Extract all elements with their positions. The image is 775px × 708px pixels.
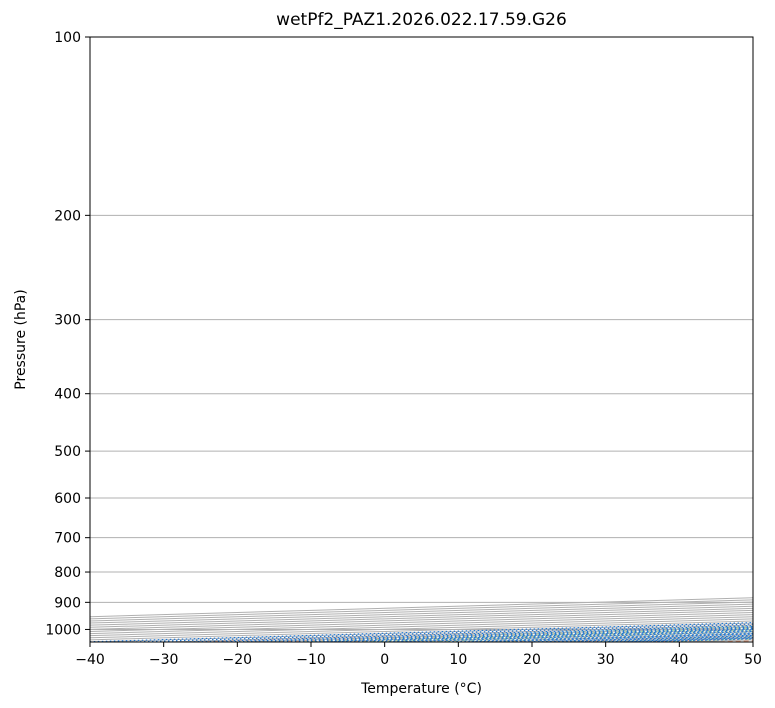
y-tick-label: 900: [54, 595, 81, 611]
chart-line-labels: 0.10.20.40.611.52346810131620253036-100-…: [0, 0, 775, 637]
mixing-ratio-line: [572, 636, 753, 642]
x-tick-label: 0: [380, 652, 389, 668]
isotherm-line: [384, 630, 753, 642]
x-axis-label: Temperature (°C): [360, 681, 482, 697]
y-tick-label: 600: [54, 491, 81, 507]
isotherm-line: [90, 603, 753, 624]
x-tick-label: −20: [223, 652, 253, 668]
moist-adiabat-line: [590, 636, 753, 642]
isotherm-line: [90, 607, 753, 628]
theta-label: 30: [0, 0, 8, 3]
isotherm-line: [90, 614, 753, 635]
isotherm-line: [90, 616, 753, 637]
dry-adiabat-line: [188, 624, 753, 642]
y-tick-label: 200: [54, 208, 81, 224]
y-axis-label: Pressure (hPa): [13, 289, 29, 389]
mixing-ratio-line: [131, 623, 753, 642]
isotherm-line: [605, 637, 753, 642]
isotherm-line: [679, 639, 753, 642]
y-tick-label: 500: [54, 444, 81, 460]
moist-adiabat-line: [531, 634, 753, 642]
y-tick-label: 400: [54, 387, 81, 403]
theta-label: 40: [0, 0, 8, 3]
x-tick-label: 50: [744, 652, 762, 668]
isotherm-line: [531, 635, 753, 642]
isotherm-line: [90, 612, 753, 632]
moist-adiabat-line: [355, 629, 753, 642]
isotherm-line: [90, 609, 753, 630]
chart-axes: −40 −30 −20 −10 0 10 20 30 40 50 100 200 300 400 500 60…: [45, 30, 762, 668]
isotherm-line: [90, 599, 753, 620]
plot-frame: [89, 36, 754, 643]
moist-adiabat-line: [237, 625, 753, 642]
moist-adiabat-line: [649, 638, 753, 642]
moist-adiabat-line: [473, 633, 753, 642]
isotherm-line: [237, 626, 753, 642]
y-tick-label: 700: [54, 531, 81, 547]
mixing-ratio-line: [599, 636, 753, 642]
isotherm-line: [90, 620, 753, 641]
y-tick-label: 1000: [45, 622, 81, 638]
x-tick-label: −30: [149, 652, 179, 668]
isotherm-line: [752, 641, 753, 642]
isotherm-line: [310, 628, 753, 642]
x-tick-label: −10: [296, 652, 326, 668]
dry-adiabat-line: [412, 631, 753, 642]
isotherm-line: [458, 633, 753, 642]
y-tick-label: 300: [54, 313, 81, 329]
x-tick-label: 10: [449, 652, 467, 668]
moist-adiabat-line: [414, 631, 753, 642]
isotherm-line: [90, 605, 753, 626]
x-tick-label: 30: [597, 652, 615, 668]
dry-adiabat-line: [636, 637, 753, 642]
dry-adiabat-line: [263, 626, 753, 642]
x-tick-label: 40: [670, 652, 688, 668]
isotherm-line: [163, 624, 753, 642]
chart-background-lines: [90, 37, 753, 642]
dry-adiabat-line: [562, 635, 753, 642]
dry-adiabat-line: [487, 633, 753, 642]
isotherm-line: [90, 618, 753, 639]
chart-title: wetPf2_PAZ1.2026.022.17.59.G26: [276, 10, 567, 30]
dry-adiabat-line: [711, 640, 753, 642]
dry-adiabat-line: [338, 628, 753, 642]
isotherm-line: [90, 622, 753, 642]
y-tick-label: 100: [54, 30, 81, 46]
x-tick-label: −40: [75, 652, 105, 668]
isotherm-line: [90, 597, 753, 618]
x-tick-label: 20: [523, 652, 541, 668]
isotherm-line: [90, 601, 753, 622]
y-tick-label: 800: [54, 565, 81, 581]
